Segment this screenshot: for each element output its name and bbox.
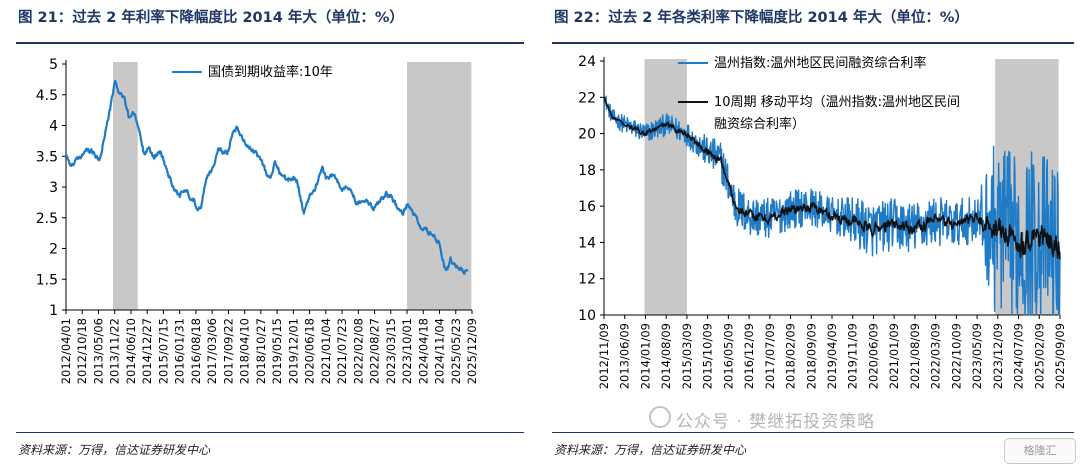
x-tick-label: 2023/10/01 xyxy=(400,318,414,384)
x-tick-label: 2019/11/09 xyxy=(846,323,860,389)
shaded-period xyxy=(644,59,687,315)
x-tick-label: 2019/05/15 xyxy=(270,318,284,384)
x-tick-label: 2022/03/09 xyxy=(929,323,943,389)
series-line-1 xyxy=(603,95,1061,316)
x-tick-label: 2018/04/10 xyxy=(238,318,252,384)
x-tick-label: 2020/06/09 xyxy=(866,323,880,389)
x-tick-label: 2014/08/09 xyxy=(659,323,673,389)
x-tick-label: 2025/02/09 xyxy=(1032,323,1046,389)
x-tick-label: 2023/12/09 xyxy=(991,323,1005,389)
x-tick-label: 2015/10/09 xyxy=(701,323,715,389)
y-tick-label: 5 xyxy=(49,57,58,73)
x-tick-label: 2023/03/15 xyxy=(384,318,398,384)
left-footer-rule xyxy=(16,432,524,433)
x-tick-label: 2022/02/08 xyxy=(351,318,365,384)
y-tick-label: 18 xyxy=(578,163,596,179)
legend-label-line: 10周期 移动平均（温州指数:温州地区民间 xyxy=(714,95,960,110)
left-title-rule xyxy=(16,42,524,44)
x-tick-label: 2017/03/06 xyxy=(205,318,219,384)
y-tick-label: 24 xyxy=(578,54,596,70)
x-tick-label: 2020/06/18 xyxy=(303,318,317,384)
wechat-logo-icon xyxy=(649,406,671,428)
x-tick-label: 2017/07/09 xyxy=(763,323,777,389)
y-tick-label: 1.5 xyxy=(36,272,58,288)
x-tick-label: 2018/02/09 xyxy=(784,323,798,389)
x-tick-label: 2016/05/09 xyxy=(721,323,735,389)
x-tick-label: 2025/09/09 xyxy=(1053,323,1067,389)
y-tick-label: 4.5 xyxy=(36,88,58,104)
legend-label-line: 融资综合利率） xyxy=(714,116,805,132)
x-tick-label: 2025/12/09 xyxy=(465,318,479,384)
x-tick-label: 2012/04/01 xyxy=(59,318,73,384)
x-tick-label: 2022/10/09 xyxy=(949,323,963,389)
x-tick-label: 2015/07/15 xyxy=(156,318,170,384)
right-chart-title: 图 22：过去 2 年各类利率下降幅度比 2014 年大（单位：%） xyxy=(554,10,969,26)
x-tick-label: 2016/01/31 xyxy=(173,318,187,384)
y-tick-label: 14 xyxy=(578,235,596,251)
y-tick-label: 16 xyxy=(578,199,596,215)
x-tick-label: 2014/01/09 xyxy=(638,323,652,389)
x-tick-label: 2012/10/18 xyxy=(75,318,89,384)
x-tick-label: 2013/11/22 xyxy=(108,318,122,384)
legend-label-2: 10周期 移动平均（温州指数:温州地区民间融资综合利率） xyxy=(714,95,960,132)
series-line-1 xyxy=(64,79,469,275)
watermark-text: 公众号 · 樊继拓投资策略 xyxy=(676,412,876,432)
shaded-period xyxy=(407,62,472,310)
x-tick-label: 2022/08/27 xyxy=(368,318,382,384)
x-tick-label: 2024/07/09 xyxy=(1012,323,1026,389)
x-tick-label: 2013/06/09 xyxy=(618,323,632,389)
y-tick-label: 2 xyxy=(49,242,58,258)
series-line-2 xyxy=(603,96,1061,260)
x-tick-label: 2021/01/09 xyxy=(887,323,901,389)
x-tick-label: 2016/12/09 xyxy=(742,323,756,389)
y-tick-label: 1 xyxy=(49,303,58,319)
x-tick-label: 2019/12/01 xyxy=(286,318,300,384)
legend-label-1: 温州指数:温州地区民间融资综合利率 xyxy=(714,55,926,71)
right-title-rule xyxy=(552,42,1074,44)
x-tick-label: 2017/09/22 xyxy=(221,318,235,384)
x-tick-label: 2015/03/09 xyxy=(680,323,694,389)
x-tick-label: 2021/08/09 xyxy=(908,323,922,389)
left-source-note: 资料来源：万得，信达证券研发中心 xyxy=(18,443,211,457)
x-tick-label: 2024/04/18 xyxy=(416,318,430,384)
x-tick-label: 2018/09/09 xyxy=(804,323,818,389)
y-tick-label: 10 xyxy=(578,308,596,324)
left-chart-title: 图 21：过去 2 年利率下降幅度比 2014 年大（单位：%） xyxy=(18,10,404,26)
y-tick-label: 22 xyxy=(578,90,596,106)
right-line-chart: 10 12 14 16 18 20 22 24 2012/11/09 2013/06/09 2014… xyxy=(578,54,1067,389)
y-tick-label: 20 xyxy=(578,127,596,143)
x-tick-label: 2014/06/10 xyxy=(124,318,138,384)
y-tick-label: 3 xyxy=(49,180,58,196)
x-tick-label: 2019/04/09 xyxy=(825,323,839,389)
y-tick-label: 4 xyxy=(49,119,58,135)
x-tick-label: 2021/07/23 xyxy=(335,318,349,384)
x-tick-label: 2024/11/04 xyxy=(433,318,447,384)
x-tick-label: 2018/10/27 xyxy=(254,318,268,384)
right-source-note: 资料来源：万得，信达证券研发中心 xyxy=(554,443,747,457)
x-tick-label: 2021/01/04 xyxy=(319,318,333,384)
y-tick-label: 12 xyxy=(578,272,596,288)
x-tick-label: 2012/11/09 xyxy=(597,323,611,389)
x-tick-label: 2025/05/23 xyxy=(449,318,463,384)
y-tick-label: 3.5 xyxy=(36,149,58,165)
x-tick-label: 2013/05/06 xyxy=(91,318,105,384)
legend-label-1: 国债到期收益率:10年 xyxy=(208,64,333,80)
y-tick-label: 2.5 xyxy=(36,211,58,227)
publisher-badge: 格隆汇 xyxy=(1004,438,1076,464)
right-footer-rule xyxy=(552,432,1074,433)
x-tick-label: 2023/05/09 xyxy=(970,323,984,389)
x-tick-label: 2016/08/18 xyxy=(189,318,203,384)
x-tick-label: 2014/12/27 xyxy=(140,318,154,384)
